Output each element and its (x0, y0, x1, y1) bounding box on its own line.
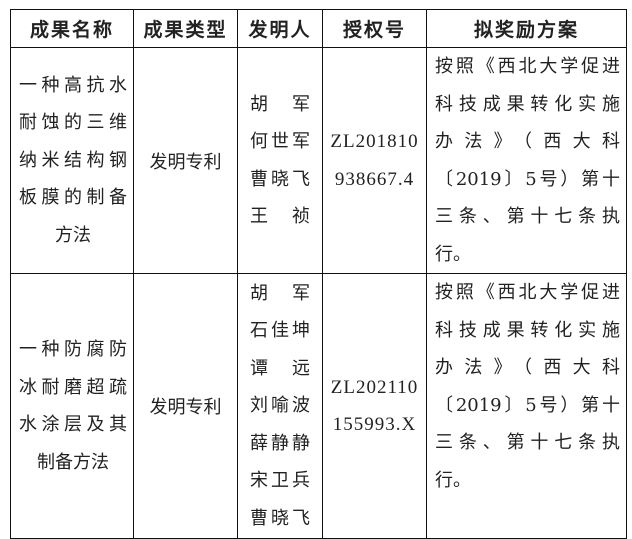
inventor: 石佳坤 (250, 320, 310, 342)
plan-line: 行。 (435, 469, 471, 491)
plan-line: 行。 (435, 243, 471, 265)
patent-number: ZL201810 938667.4 (322, 47, 427, 274)
header-name: 成果名称 (10, 9, 134, 48)
plan-line: 按照《西北大学促进 (435, 282, 620, 303)
inventors: 胡 军 何世军 曹晓飞 王 祯 (237, 47, 323, 274)
plan-line: 按照《西北大学促进 (435, 56, 620, 77)
patent-line: ZL202110 (330, 376, 419, 398)
patent-line: 938667.4 (334, 168, 415, 190)
achievement-name: 一种高抗水 耐蚀的三维 纳米结构钢 板膜的制备 方法 (10, 47, 134, 274)
name-line: 一种高抗水 (19, 74, 127, 96)
plan-line: 〔2019〕5号）第十 (435, 394, 620, 416)
name-line: 水涂层及其 (19, 414, 127, 435)
inventor: 王 祯 (250, 206, 310, 227)
inventor: 何世军 (250, 131, 310, 152)
name-line: 方法 (55, 224, 91, 246)
achievement-name: 一种防腐防 冰耐磨超疏 水涂层及其 制备方法 (10, 273, 134, 539)
name-line: 冰耐磨超疏 (19, 376, 127, 398)
awards-table: 成果名称 成果类型 发明人 授权号 拟奖励方案 一种高抗水 耐蚀的三维 纳米结构… (10, 9, 627, 539)
header-inventors: 发明人 (237, 9, 323, 48)
reward-plan: 按照《西北大学促进 科技成果转化实施 办法》（西大科 〔2019〕5号）第十 三… (426, 47, 627, 274)
reward-plan: 按照《西北大学促进 科技成果转化实施 办法》（西大科 〔2019〕5号）第十 三… (426, 273, 627, 539)
plan-line: 办法》（西大科 (435, 131, 620, 152)
inventors: 胡 军 石佳坤 谭 远 刘喻波 薛静静 宋卫兵 曹晓飞 (237, 273, 323, 539)
plan-line: 办法》（西大科 (435, 357, 620, 378)
header-row: 成果名称 成果类型 发明人 授权号 拟奖励方案 (10, 9, 627, 48)
name-line: 耐蚀的三维 (19, 112, 127, 134)
inventor: 宋卫兵 (250, 470, 310, 492)
table-row: 一种防腐防 冰耐磨超疏 水涂层及其 制备方法 发明专利 胡 军 石佳坤 谭 远 … (10, 273, 627, 539)
patent-line: ZL201810 (330, 131, 419, 152)
plan-line: 科技成果转化实施 (435, 319, 620, 341)
inventor: 胡 军 (250, 282, 310, 304)
name-line: 制备方法 (37, 451, 109, 473)
patent-line: 155993.X (332, 414, 417, 435)
plan-line: 〔2019〕5号）第十 (435, 168, 620, 190)
achievement-type: 发明专利 (133, 47, 238, 274)
inventor: 胡 军 (250, 93, 310, 115)
header-plan: 拟奖励方案 (426, 9, 627, 48)
plan-line: 科技成果转化实施 (435, 93, 620, 115)
header-type: 成果类型 (133, 9, 238, 48)
patent-number: ZL202110 155993.X (322, 273, 427, 539)
name-line: 板膜的制备 (19, 187, 127, 209)
inventor: 刘喻波 (250, 395, 310, 417)
plan-line: 三条、第十七条执 (435, 206, 620, 227)
inventor: 薛静静 (250, 432, 310, 454)
name-line: 纳米结构钢 (19, 149, 127, 171)
name-line: 一种防腐防 (19, 339, 127, 360)
table-row: 一种高抗水 耐蚀的三维 纳米结构钢 板膜的制备 方法 发明专利 胡 军 何世军 … (10, 47, 627, 274)
inventor: 曹晓飞 (250, 507, 310, 529)
plan-line: 三条、第十七条执 (435, 432, 620, 453)
achievement-type: 发明专利 (133, 273, 238, 539)
header-patent: 授权号 (322, 9, 427, 48)
inventor: 曹晓飞 (250, 168, 310, 190)
inventor: 谭 远 (250, 357, 310, 379)
